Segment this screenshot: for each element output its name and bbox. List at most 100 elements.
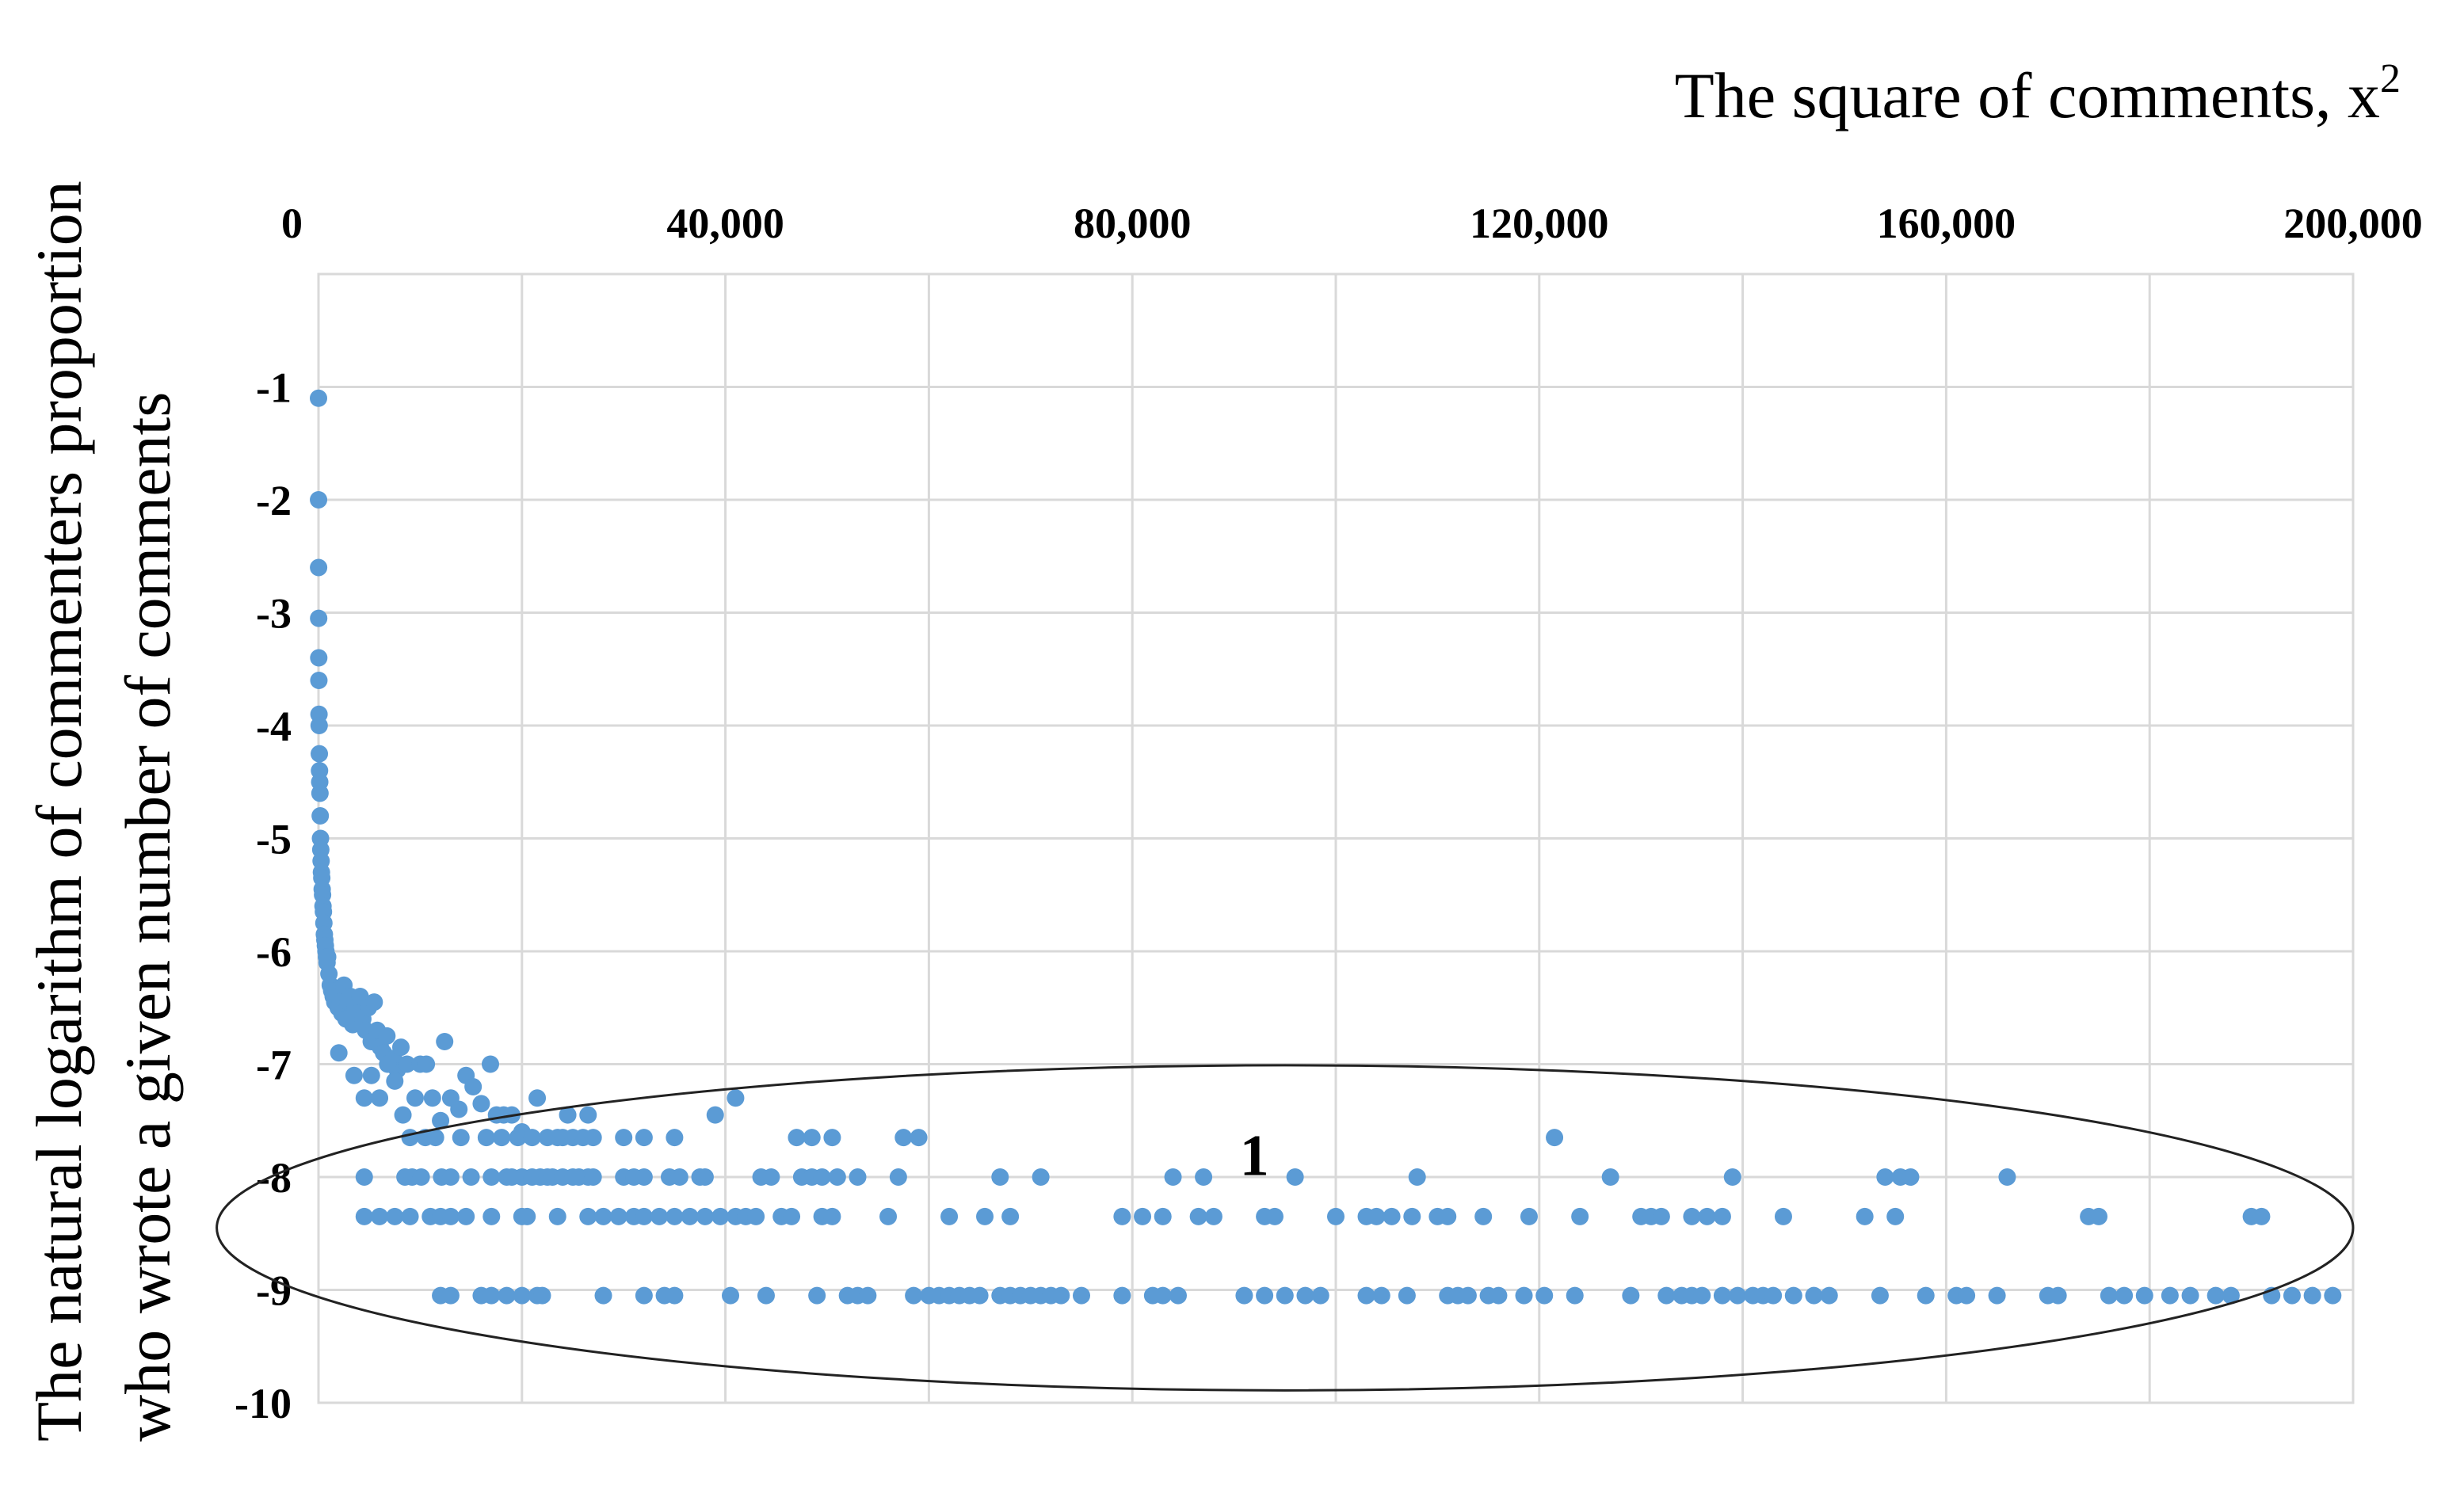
data-point [1876, 1168, 1894, 1186]
data-point [1286, 1168, 1304, 1186]
data-point [803, 1129, 821, 1147]
data-point [1398, 1286, 1416, 1305]
y-tick-label: -5 [256, 816, 292, 863]
data-point [1276, 1286, 1294, 1305]
data-point [2135, 1286, 2153, 1305]
data-point [696, 1168, 714, 1186]
data-point [1723, 1168, 1741, 1186]
data-point [452, 1129, 470, 1147]
data-point [441, 1286, 460, 1305]
data-point [1001, 1207, 1020, 1225]
data-point [1204, 1207, 1222, 1225]
data-point [1403, 1207, 1421, 1225]
data-point [481, 1055, 499, 1073]
data-point [1459, 1286, 1477, 1305]
data-point [584, 1129, 602, 1147]
data-point [635, 1286, 653, 1305]
data-point [1871, 1286, 1889, 1305]
data-point [666, 1129, 684, 1147]
data-point [1296, 1286, 1314, 1305]
data-point [345, 1066, 363, 1084]
data-point [310, 609, 328, 627]
x-tick-label: 0 [281, 200, 303, 247]
data-point [423, 1089, 441, 1107]
data-point [548, 1207, 566, 1225]
data-point [1601, 1168, 1619, 1186]
data-point [1693, 1286, 1711, 1305]
x-tick-label: 120,000 [1470, 200, 1609, 247]
data-point [1489, 1286, 1508, 1305]
data-point [859, 1286, 877, 1305]
data-point [1169, 1286, 1187, 1305]
data-point [808, 1286, 826, 1305]
x-axis-title: The square of comments, x2 [1675, 56, 2401, 131]
data-point [706, 1106, 724, 1124]
data-point [1571, 1207, 1589, 1225]
data-point [635, 1207, 653, 1225]
data-point [1566, 1286, 1584, 1305]
data-point [1113, 1286, 1131, 1305]
y-tick-label: -8 [256, 1154, 292, 1202]
data-point [311, 807, 330, 825]
data-point [441, 1207, 460, 1225]
x-tick-label: 80,000 [1074, 200, 1192, 247]
data-point [696, 1207, 714, 1225]
data-point [2100, 1286, 2118, 1305]
data-point [991, 1168, 1009, 1186]
data-point [533, 1286, 551, 1305]
data-point [2049, 1286, 2067, 1305]
y-tick-label: -6 [256, 928, 292, 976]
cluster-label: 1 [1240, 1124, 1269, 1189]
cluster-ellipse [216, 1064, 2355, 1392]
y-tick-label: -2 [256, 477, 292, 524]
data-point [1256, 1286, 1274, 1305]
data-point [1535, 1286, 1554, 1305]
data-point [518, 1207, 536, 1225]
data-point [311, 745, 329, 763]
data-point [457, 1207, 475, 1225]
data-point [528, 1089, 547, 1107]
data-point [1367, 1207, 1386, 1225]
data-point [386, 1207, 404, 1225]
data-point [379, 1055, 397, 1073]
x-axis-tick-labels: 0 40,000 80,000 120,000 160,000 200,000 [281, 200, 2423, 247]
y-tick-label: -7 [256, 1042, 292, 1089]
data-point [1652, 1207, 1670, 1225]
x-tick-label: 160,000 [1877, 200, 2016, 247]
y-tick-label: -4 [256, 703, 292, 750]
data-point [1134, 1207, 1152, 1225]
data-point [1515, 1286, 1533, 1305]
data-point [670, 1168, 688, 1186]
data-point [727, 1089, 745, 1107]
data-point [971, 1286, 989, 1305]
data-point [757, 1286, 775, 1305]
data-point [355, 1207, 373, 1225]
data-point [879, 1207, 898, 1225]
data-point [483, 1286, 501, 1305]
data-point [559, 1106, 577, 1124]
data-point [318, 948, 337, 966]
data-point [783, 1207, 801, 1225]
data-point [1901, 1168, 1920, 1186]
y-tick-label: -1 [256, 364, 292, 412]
data-point [472, 1095, 490, 1113]
data-point [1856, 1207, 1874, 1225]
x-axis-title-superscript: 2 [2380, 56, 2401, 101]
data-point [401, 1207, 419, 1225]
data-point [310, 649, 328, 667]
data-point [394, 1106, 412, 1124]
data-point [355, 1089, 373, 1107]
horizontal-gridlines [318, 272, 2353, 1404]
data-point [1998, 1168, 2016, 1186]
data-point [1311, 1286, 1329, 1305]
data-point [1520, 1207, 1538, 1225]
data-point [1713, 1286, 1731, 1305]
data-point [1357, 1286, 1375, 1305]
data-point [2283, 1286, 2301, 1305]
data-point [1032, 1168, 1050, 1186]
data-point [747, 1207, 765, 1225]
data-point [1820, 1286, 1838, 1305]
y-tick-label: -3 [256, 590, 292, 638]
data-point [762, 1168, 780, 1186]
